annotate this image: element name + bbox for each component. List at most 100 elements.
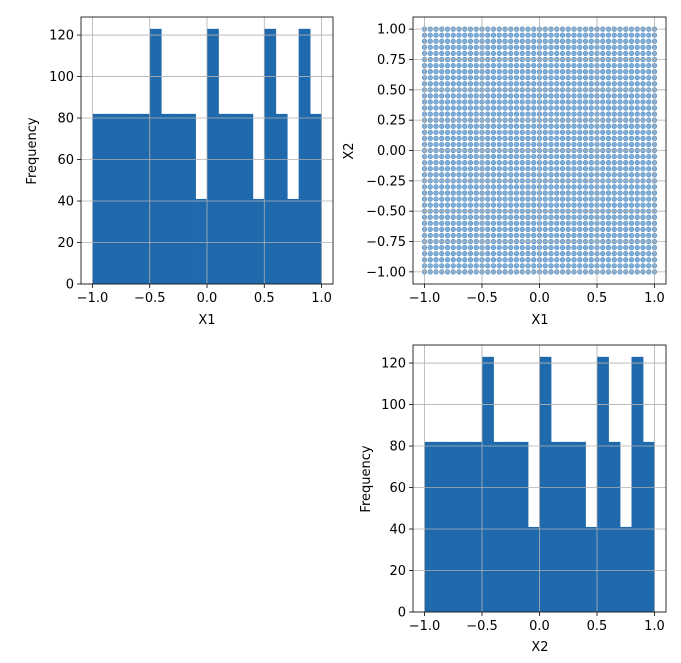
scatter-point — [634, 81, 640, 87]
scatter-point — [565, 232, 571, 239]
scatter-point — [462, 166, 468, 172]
scatter-point — [513, 62, 520, 69]
scatter-point — [427, 123, 433, 129]
scatter-point — [623, 153, 629, 160]
scatter-point — [450, 214, 456, 220]
scatter-point — [467, 81, 474, 87]
scatter-point — [525, 50, 531, 57]
scatter-point — [605, 141, 612, 148]
scatter-point — [485, 251, 491, 257]
scatter-point — [588, 32, 594, 38]
scatter-point — [548, 214, 554, 220]
scatter-point — [467, 232, 474, 239]
scatter-point — [439, 190, 445, 196]
scatter-point — [462, 172, 468, 178]
scatter-point — [485, 75, 491, 81]
scatter-point — [577, 32, 583, 38]
scatter-point — [554, 232, 560, 239]
scatter-point — [646, 69, 652, 75]
scatter-point — [646, 196, 652, 202]
scatter-point — [542, 50, 548, 57]
scatter-point — [605, 75, 612, 81]
scatter-point — [508, 257, 514, 263]
histogram-bar — [643, 441, 655, 612]
scatter-point — [450, 263, 456, 269]
scatter-point — [611, 105, 617, 111]
scatter-point — [531, 69, 537, 75]
scatter-point — [634, 263, 640, 269]
y-tick-label: 40 — [389, 523, 406, 538]
scatter-point — [542, 196, 548, 202]
scatter-point — [439, 69, 445, 75]
y-tick-label: 80 — [389, 440, 406, 455]
scatter-point — [611, 93, 617, 99]
scatter-point — [485, 184, 491, 190]
scatter-point — [554, 214, 560, 220]
scatter-point — [485, 111, 491, 117]
scatter-point — [496, 214, 502, 220]
scatter-point — [531, 123, 537, 129]
scatter-point — [508, 93, 514, 99]
scatter-point — [605, 220, 612, 226]
scatter-point — [617, 160, 623, 166]
scatter-point — [467, 32, 474, 38]
scatter-point — [427, 99, 433, 105]
scatter-point — [646, 220, 652, 226]
scatter-point — [640, 160, 646, 166]
scatter-point — [582, 263, 589, 269]
scatter-point — [559, 111, 566, 117]
scatter-point — [646, 232, 652, 239]
scatter-point — [513, 263, 520, 269]
scatter-point — [628, 99, 635, 105]
scatter-point — [490, 257, 497, 263]
scatter-point — [542, 257, 548, 263]
histogram-bar — [207, 28, 219, 284]
scatter-point — [617, 99, 623, 105]
histogram-bar — [516, 441, 529, 612]
scatter-point — [634, 32, 640, 38]
scatter-point — [496, 166, 502, 172]
scatter-point — [513, 75, 520, 81]
scatter-point — [490, 226, 497, 232]
scatter-point — [462, 214, 468, 220]
scatter-point — [462, 105, 468, 111]
scatter-point — [565, 50, 571, 57]
scatter-point — [490, 99, 497, 105]
y-tick-label: −0.50 — [366, 205, 406, 220]
scatter-point — [646, 257, 652, 263]
scatter-point — [433, 184, 439, 190]
scatter-point — [525, 129, 531, 135]
scatter-point — [502, 81, 508, 87]
scatter-point — [502, 93, 508, 99]
scatter-point — [490, 232, 497, 239]
scatter-point — [588, 184, 594, 190]
scatter-point — [473, 244, 479, 251]
scatter-point — [490, 220, 497, 226]
scatter-point — [605, 129, 612, 135]
scatter-point — [485, 244, 491, 251]
scatter-point — [600, 251, 606, 257]
scatter-point — [571, 129, 577, 135]
scatter-point — [462, 99, 468, 105]
scatter-point — [508, 129, 514, 135]
scatter-point — [548, 93, 554, 99]
scatter-point — [605, 81, 612, 87]
scatter-point — [617, 105, 623, 111]
scatter-point — [628, 38, 635, 44]
scatter-point — [565, 190, 571, 196]
scatter-point — [502, 263, 508, 269]
scatter-point — [571, 220, 577, 226]
scatter-point — [508, 44, 514, 50]
scatter-point — [542, 244, 548, 251]
scatter-point — [462, 232, 468, 239]
scatter-point — [525, 184, 531, 190]
scatter-point — [433, 81, 439, 87]
x-tick-label: 0.5 — [587, 291, 608, 306]
scatter-point — [456, 196, 462, 202]
scatter-point — [600, 172, 606, 178]
scatter-point — [519, 99, 525, 105]
scatter-point — [554, 251, 560, 257]
scatter-point — [571, 190, 577, 196]
scatter-point — [508, 123, 514, 129]
scatter-point — [519, 257, 525, 263]
